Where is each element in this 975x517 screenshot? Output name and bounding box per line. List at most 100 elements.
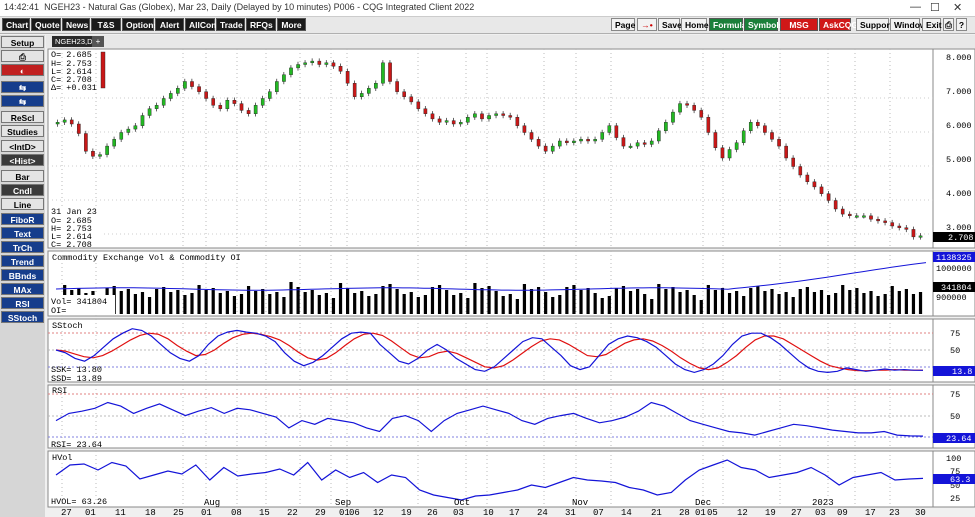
volume-bar [119, 291, 123, 314]
candle [869, 215, 873, 220]
sstoch-tick: 50 [950, 346, 960, 356]
menu-formula[interactable]: Formula [709, 18, 747, 31]
candle [876, 218, 880, 222]
candle [190, 81, 194, 87]
sidebar-cndl[interactable]: Cndl [1, 184, 44, 196]
candle [678, 103, 682, 113]
menu-quote[interactable]: Quote [31, 18, 61, 31]
price-tick: 7.000 [946, 87, 972, 97]
sidebar-hist[interactable]: <Hist> [1, 154, 44, 166]
volume-bar [310, 290, 314, 314]
candle [204, 91, 208, 99]
print-chart-icon[interactable]: ⎙ [1, 50, 44, 62]
volume-bar [607, 296, 611, 314]
vol-last-label: 341804 [941, 283, 972, 293]
candle [649, 140, 654, 145]
close-icon[interactable]: ✕ [953, 2, 963, 14]
candle [847, 213, 852, 217]
candle [494, 113, 498, 116]
menu-trade[interactable]: Trade [216, 18, 245, 31]
candle [586, 139, 590, 142]
menu-symbols[interactable]: Symbols [744, 18, 783, 31]
hvol-last-box [933, 474, 975, 484]
sidebar-rescl[interactable]: ReScl [1, 111, 44, 123]
menu-more[interactable]: More [277, 18, 306, 31]
candle [805, 174, 810, 183]
x-month-label: Oct [454, 498, 470, 508]
candle [176, 88, 180, 94]
sidebar-setup[interactable]: Setup [1, 36, 44, 48]
toggle-icon[interactable]: ◐ [1, 64, 44, 76]
volume-bar [338, 283, 343, 314]
candle [911, 229, 916, 238]
sidebar-sstoch[interactable]: SStoch [1, 311, 44, 323]
volume-bar [834, 293, 838, 314]
menu-ts[interactable]: T&S [91, 18, 121, 31]
maximize-icon[interactable]: ☐ [930, 2, 940, 14]
sidebar-bbnds[interactable]: BBnds [1, 269, 44, 281]
menu-news[interactable]: News [62, 18, 90, 31]
volume-bar [402, 294, 406, 314]
volume-bar [437, 285, 442, 314]
link-icon-1[interactable]: ⇆ [1, 81, 44, 93]
candle [466, 116, 470, 123]
sidebar-trch[interactable]: TrCh [1, 241, 44, 253]
menu-arrow[interactable]: →• [637, 18, 657, 31]
menu-exit[interactable]: Exit [922, 18, 942, 31]
x-day-label: 03 [815, 508, 826, 517]
menu-save[interactable]: Save [658, 18, 682, 31]
sidebar-max[interactable]: MAx [1, 283, 44, 295]
candle [515, 116, 520, 126]
print-icon[interactable]: ⎙ [943, 18, 954, 31]
add-tab-button[interactable]: + [92, 36, 104, 47]
candle [904, 227, 909, 230]
volume-bar [445, 290, 449, 314]
sidebar-fibor[interactable]: FiboR [1, 213, 44, 225]
candle [855, 215, 859, 218]
x-day-label: 28 [679, 508, 690, 517]
volume-bar [706, 285, 710, 314]
candle [77, 123, 81, 134]
hvol-value: HVOL= 63.26 [51, 497, 107, 507]
candle [798, 166, 803, 176]
menu-allcon[interactable]: AllCon [185, 18, 216, 31]
sidebar-text[interactable]: Text [1, 227, 44, 239]
sidebar-rsi[interactable]: RSI [1, 297, 44, 309]
volume-bar [324, 293, 328, 314]
menu-support[interactable]: Support [856, 18, 893, 31]
link-icon-2[interactable]: ⇆ [1, 95, 44, 107]
minimize-icon[interactable]: — [910, 1, 921, 13]
volume-bar [636, 289, 640, 314]
candle [119, 132, 124, 140]
sidebar-intd[interactable]: <IntD> [1, 140, 44, 152]
tab-symbol[interactable]: NGEH23,D [52, 36, 96, 47]
menu-askcqg[interactable]: AskCQG [819, 18, 858, 31]
candle [579, 139, 583, 142]
hvol-last-label: 63.3 [950, 475, 970, 485]
volume-bar [536, 287, 541, 314]
menu-home[interactable]: Home [681, 18, 709, 31]
menu-page[interactable]: Page [611, 18, 635, 31]
menu-chart[interactable]: Chart [2, 18, 30, 31]
menu-options[interactable]: Options [122, 18, 158, 31]
sidebar-trend[interactable]: Trend [1, 255, 44, 267]
candle [473, 113, 477, 118]
candle [451, 120, 456, 125]
sidebar-studies[interactable]: Studies [1, 125, 44, 137]
candle [593, 139, 597, 142]
menu-window[interactable]: Window [890, 18, 927, 31]
candle [345, 71, 350, 84]
candle [367, 88, 371, 94]
volume-bar [388, 284, 392, 314]
help-icon[interactable]: ? [956, 18, 967, 31]
menu-bar: Chart Quote News T&S Options Alert AllCo… [0, 17, 975, 43]
candle [784, 145, 788, 159]
x-day-label: 06 [349, 508, 360, 517]
volume-bar [459, 293, 463, 314]
menu-rfqs[interactable]: RFQs [246, 18, 276, 31]
menu-alert[interactable]: Alert [155, 18, 184, 31]
volume-bar [911, 294, 916, 314]
sidebar-line[interactable]: Line [1, 198, 44, 210]
sidebar-bar[interactable]: Bar [1, 170, 44, 182]
